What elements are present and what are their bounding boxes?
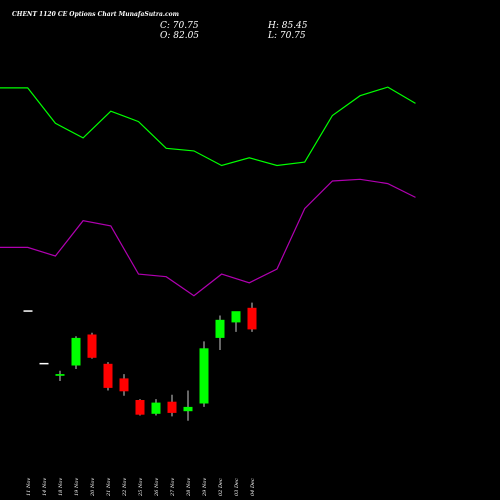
candle-26-nov xyxy=(151,399,161,416)
candle-body xyxy=(215,319,225,338)
candle-02-dec xyxy=(215,315,225,350)
candle-28-nov xyxy=(183,390,193,421)
candle-03-dec xyxy=(231,311,241,332)
candle-body xyxy=(39,362,49,365)
candle-body xyxy=(135,400,145,415)
candle-14-nov xyxy=(39,362,49,365)
close-value: C: 70.75 xyxy=(160,21,199,31)
candlesticks xyxy=(23,302,257,421)
x-tick-label: 20 Nov xyxy=(90,478,96,497)
candle-body xyxy=(151,402,161,414)
candle-18-nov xyxy=(55,370,65,381)
x-tick-label: 25 Nov xyxy=(138,478,144,497)
candle-body xyxy=(87,334,97,358)
x-axis-ticks: 11 Nov 14 Nov 18 Nov 19 Nov 20 Nov 21 Nov 22 N… xyxy=(26,478,256,497)
x-tick-label: 18 Nov xyxy=(58,478,64,496)
candle-29-nov xyxy=(199,341,209,407)
candle-body xyxy=(199,348,209,404)
candle-body xyxy=(231,311,241,323)
candle-body xyxy=(183,406,193,412)
candle-body xyxy=(167,401,177,413)
candle-body xyxy=(103,363,113,388)
candle-21-nov xyxy=(103,362,113,391)
x-tick-label: 27 Nov xyxy=(170,478,176,497)
candle-body xyxy=(247,307,257,330)
high-value: H: 85.45 xyxy=(267,21,308,31)
x-tick-label: 04 Dec xyxy=(250,478,256,496)
candle-body xyxy=(119,378,129,392)
candle-19-nov xyxy=(71,336,81,369)
candle-body xyxy=(23,310,33,312)
x-tick-label: 28 Nov xyxy=(186,478,192,497)
candle-27-nov xyxy=(167,394,177,417)
x-tick-label: 02 Dec xyxy=(218,478,224,496)
candle-body xyxy=(71,337,81,366)
candle-20-nov xyxy=(87,332,97,359)
x-tick-label: 29 Nov xyxy=(202,478,208,497)
low-value: L: 70.75 xyxy=(267,31,306,41)
candle-22-nov xyxy=(119,374,129,396)
x-tick-label: 22 Nov xyxy=(122,478,128,497)
indicator-lines xyxy=(0,86,416,297)
candle-25-nov xyxy=(135,399,145,416)
x-tick-label: 26 Nov xyxy=(154,478,160,497)
candle-body xyxy=(55,374,65,376)
candle-04-dec xyxy=(247,302,257,332)
x-tick-label: 14 Nov xyxy=(42,478,48,496)
x-tick-label: 03 Dec xyxy=(234,478,240,496)
lower-band-line xyxy=(0,178,416,297)
open-value: O: 82.05 xyxy=(160,31,199,41)
x-tick-label: 19 Nov xyxy=(74,478,80,496)
chart-title: CHENT 1120 CE Options Chart MunafaSutra.… xyxy=(12,11,179,18)
x-tick-label: 11 Nov xyxy=(26,478,32,496)
x-tick-label: 21 Nov xyxy=(106,478,112,497)
candle-11-nov xyxy=(23,310,33,312)
upper-band-line xyxy=(0,86,416,167)
